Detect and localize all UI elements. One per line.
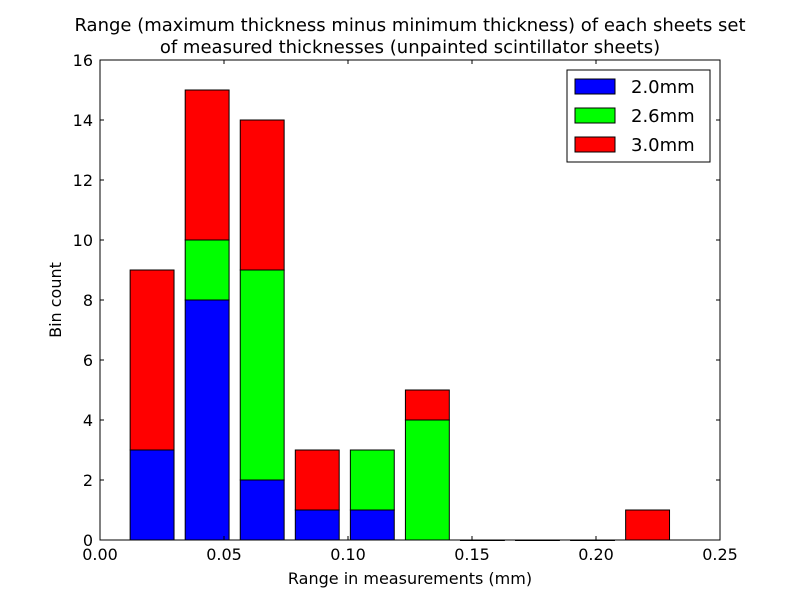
chart-title-line-1: Range (maximum thickness minus minimum t…	[74, 15, 745, 36]
bar-2-6mm-bin-3	[239, 269, 285, 481]
x-tick-label: 0.15	[454, 545, 490, 564]
bar-3-0mm-bin-1	[129, 269, 175, 451]
legend-swatch-3-0mm	[574, 136, 616, 153]
bar-2-0mm-bin-4	[294, 509, 340, 541]
x-axis-label: Range in measurements (mm)	[288, 569, 532, 588]
legend-label-3-0mm: 3.0mm	[631, 135, 695, 156]
bar-3-0mm-bin-3	[239, 119, 285, 271]
chart-title-line-2: of measured thicknesses (unpainted scint…	[160, 37, 660, 58]
bar-2-6mm-bin-2	[184, 239, 230, 301]
y-tick-label: 14	[73, 111, 93, 130]
bar-3-0mm-bin-6	[404, 389, 450, 421]
bar-2-0mm-bin-1	[129, 449, 175, 541]
y-tick-label: 8	[83, 291, 93, 310]
bar-2-6mm-bin-5	[349, 449, 395, 511]
bar-2-6mm-bin-6	[404, 419, 450, 541]
bar-2-0mm-bin-3	[239, 479, 285, 541]
x-tick-label: 0.00	[82, 545, 118, 564]
ticks-group: 0.00 0.05 0.10 0.15 0.20 0.25 0 2 4 6 8 10 12 14 16	[73, 51, 738, 564]
bar-3-0mm-bin-2	[184, 89, 230, 241]
legend-swatch-2-0mm	[574, 78, 616, 95]
x-tick-label: 0.25	[702, 545, 738, 564]
bar-2-0mm-bin-2	[184, 299, 230, 541]
x-tick-label: 0.05	[206, 545, 242, 564]
legend: 2.0mm 2.6mm 3.0mm	[566, 69, 711, 163]
y-tick-label: 10	[73, 231, 93, 250]
y-tick-label: 2	[83, 471, 93, 490]
bar-3-0mm-bin-4	[294, 449, 340, 511]
x-tick-label: 0.10	[330, 545, 366, 564]
y-tick-label: 4	[83, 411, 93, 430]
legend-label-2-6mm: 2.6mm	[631, 106, 695, 127]
y-tick-label: 6	[83, 351, 93, 370]
y-tick-label: 0	[83, 531, 93, 550]
y-tick-label: 12	[73, 171, 93, 190]
y-axis-label: Bin count	[46, 262, 65, 338]
legend-swatch-2-6mm	[574, 107, 616, 124]
plot-area-frame	[99, 59, 721, 541]
bars-group	[129, 89, 671, 541]
bar-3-0mm-bin-10	[625, 509, 671, 541]
x-tick-label: 0.20	[578, 545, 614, 564]
legend-label-2-0mm: 2.0mm	[631, 77, 695, 98]
y-tick-label: 16	[73, 51, 93, 70]
bar-2-0mm-bin-5	[349, 509, 395, 541]
